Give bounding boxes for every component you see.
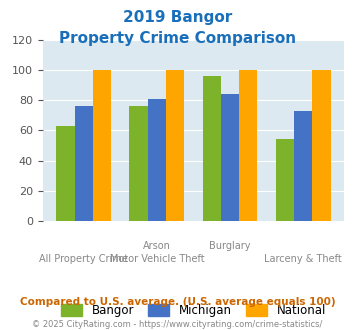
Text: All Property Crime: All Property Crime: [39, 254, 128, 264]
Bar: [130, 106, 148, 221]
Bar: [56, 126, 75, 221]
Text: Burglary: Burglary: [209, 241, 251, 250]
Bar: [203, 76, 221, 221]
Text: Motor Vehicle Theft: Motor Vehicle Theft: [110, 254, 204, 264]
Bar: [75, 106, 93, 221]
Bar: [294, 111, 312, 221]
Text: 2019 Bangor: 2019 Bangor: [123, 10, 232, 25]
Text: Larceny & Theft: Larceny & Theft: [264, 254, 342, 264]
Text: Compared to U.S. average. (U.S. average equals 100): Compared to U.S. average. (U.S. average …: [20, 297, 335, 307]
Bar: [166, 70, 184, 221]
Bar: [312, 70, 331, 221]
Text: Arson: Arson: [143, 241, 171, 250]
Legend: Bangor, Michigan, National: Bangor, Michigan, National: [56, 300, 331, 322]
Bar: [239, 70, 257, 221]
Bar: [221, 94, 239, 221]
Bar: [148, 99, 166, 221]
Bar: [276, 139, 294, 221]
Text: © 2025 CityRating.com - https://www.cityrating.com/crime-statistics/: © 2025 CityRating.com - https://www.city…: [32, 320, 323, 329]
Text: Property Crime Comparison: Property Crime Comparison: [59, 31, 296, 46]
Bar: [93, 70, 111, 221]
